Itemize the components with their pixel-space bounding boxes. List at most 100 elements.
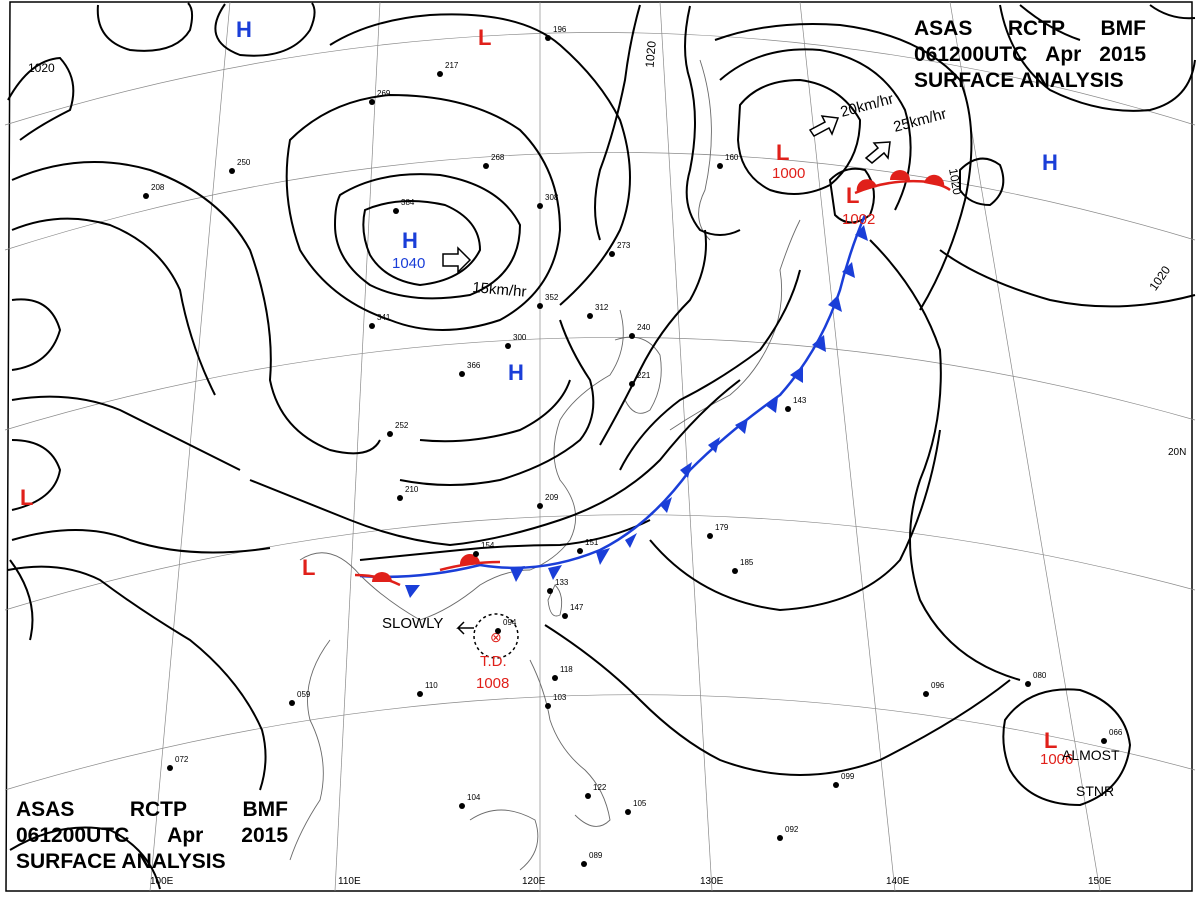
isobars [7, 2, 1196, 890]
indochina-coast [289, 639, 331, 861]
isobar [828, 167, 875, 224]
station-marker [923, 691, 929, 697]
title-year: 2015 [241, 824, 288, 847]
station-marker [229, 168, 235, 174]
station-marker [537, 203, 543, 209]
td-label: T.D. [480, 653, 507, 670]
station-pressure: 196 [553, 25, 567, 34]
isobar [11, 529, 271, 554]
station-marker [629, 381, 635, 387]
station-marker [587, 313, 593, 319]
title-row-3: SURFACE ANALYSIS [914, 68, 1146, 94]
title-month: Apr [167, 824, 204, 847]
isobar [684, 5, 741, 236]
station-marker [505, 343, 511, 349]
station-pressure: 341 [377, 313, 391, 322]
note-stnr: STNR [1076, 783, 1114, 799]
isobar [359, 519, 651, 561]
grid-label-140e: 140E [886, 876, 910, 887]
isobar [11, 161, 381, 455]
title-block-top: ASAS RCTP BMF 061200UTC Apr 2015 SURFACE… [914, 16, 1146, 94]
title-row-1: ASAS RCTP BMF [16, 797, 288, 823]
isobar [7, 565, 267, 791]
isobar [9, 826, 161, 890]
low-pressure-value: 1006 [1040, 751, 1073, 768]
station-pressure: 221 [637, 371, 651, 380]
isobar [7, 56, 75, 141]
station-pressure: 250 [237, 158, 251, 167]
sakhalin-coast [698, 59, 712, 241]
station-pressure: 185 [740, 558, 754, 567]
td-pressure: 1008 [476, 675, 509, 692]
station-marker [545, 703, 551, 709]
td-motion-arrow [456, 621, 474, 635]
isobar-label: 1020 [28, 61, 55, 75]
station-marker [629, 333, 635, 339]
isobar-label: 1020 [643, 40, 659, 68]
isobar [1149, 4, 1196, 20]
isobar [869, 239, 1021, 681]
station-pressure: 105 [633, 799, 647, 808]
isobar [333, 173, 522, 300]
isobar [619, 269, 801, 471]
station-pressure: 094 [503, 618, 517, 627]
grid-label-100e: 100E [150, 876, 174, 887]
station-pressure: 104 [467, 793, 481, 802]
title-agency: ASAS [16, 798, 75, 821]
isobar [544, 624, 1011, 776]
isobar [1019, 4, 1081, 41]
low-pressure-value: 1000 [772, 165, 805, 182]
station-pressure: 151 [585, 538, 599, 547]
grid-label-130e: 130E [700, 876, 724, 887]
station-marker [732, 568, 738, 574]
isobar [959, 157, 1005, 207]
high-center: H [508, 360, 524, 385]
station-marker [777, 835, 783, 841]
isobar [419, 379, 571, 443]
note-almost: ALMOST [1062, 747, 1120, 763]
grid-label-110e: 110E [338, 876, 361, 887]
isobar [362, 200, 482, 287]
cold-front [359, 214, 868, 598]
station-pressure: 147 [570, 603, 584, 612]
station-pressure: 366 [467, 361, 481, 370]
low-center: L [776, 140, 789, 165]
station-pressure: 110 [425, 681, 438, 690]
station-marker [577, 548, 583, 554]
isobar [11, 395, 241, 471]
station-marker [387, 431, 393, 437]
low-center: L [478, 25, 491, 50]
title-station: RCTP [1007, 17, 1066, 40]
isobar [714, 23, 973, 311]
isobar [96, 2, 194, 52]
station-pressure: 103 [553, 693, 567, 702]
isobar [285, 93, 562, 331]
station-pressure: 122 [593, 783, 607, 792]
station-marker [537, 503, 543, 509]
warm-front-north [854, 170, 951, 195]
station-marker [459, 803, 465, 809]
station-pressure: 209 [545, 493, 559, 502]
station-pressure: 092 [785, 825, 799, 834]
title-year: 2015 [1099, 43, 1146, 66]
station-pressure: 300 [513, 333, 527, 342]
motion-label: 15km/hr [472, 279, 527, 301]
station-marker [437, 71, 443, 77]
title-time: 061200UTC [914, 43, 1028, 66]
station-pressure: 066 [1109, 728, 1123, 737]
isobar [11, 439, 62, 511]
high-pressure-value: 1040 [392, 255, 425, 272]
isobar [11, 298, 62, 371]
isobar [719, 48, 912, 211]
high-center: H [236, 17, 252, 42]
high-center: H [402, 228, 418, 253]
station-marker [397, 495, 403, 501]
station-pressure: 352 [545, 293, 559, 302]
isobar [249, 379, 741, 547]
title-code: BMF [242, 798, 289, 821]
station-pressure: 268 [491, 153, 505, 162]
isobar [939, 249, 1196, 308]
isobar [594, 4, 641, 241]
station-pressure: 118 [560, 665, 573, 674]
